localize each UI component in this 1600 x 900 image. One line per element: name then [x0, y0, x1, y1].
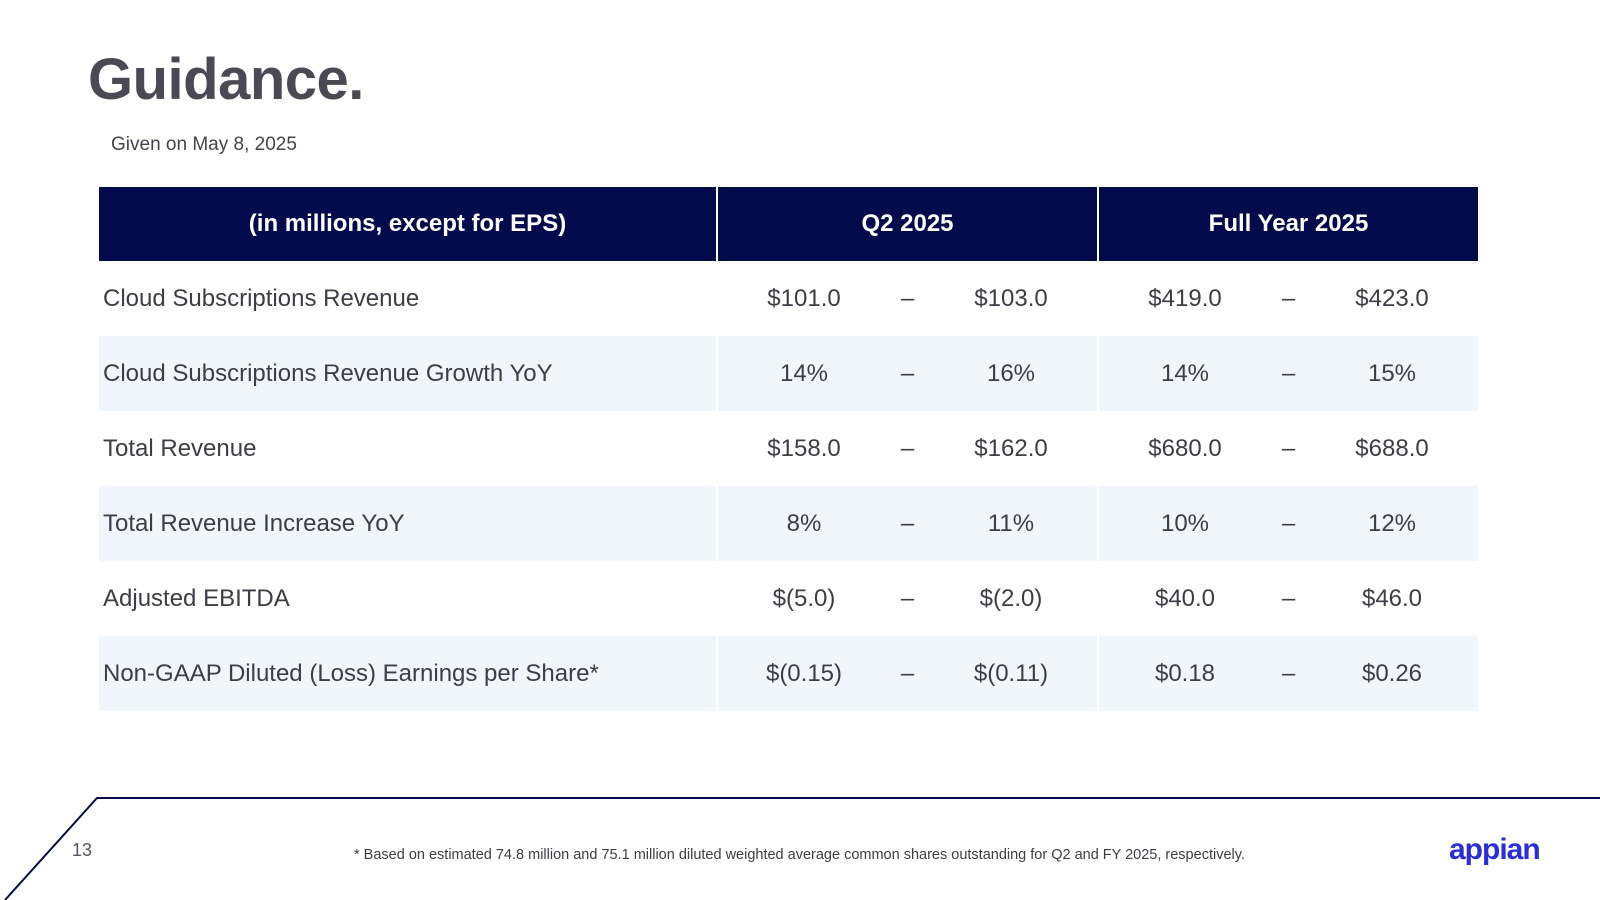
range-dash: –: [1281, 359, 1296, 387]
range-dash: –: [900, 584, 915, 612]
range-dash: –: [1281, 284, 1296, 312]
fy-range: $40.0 – $46.0: [1099, 561, 1478, 636]
fy-high: $46.0: [1361, 584, 1423, 612]
q2-range: 8% – 11%: [718, 486, 1099, 561]
fy-range: 10% – 12%: [1099, 486, 1478, 561]
range-dash: –: [900, 284, 915, 312]
range-dash: –: [1281, 434, 1296, 462]
appian-logo: appian: [1449, 833, 1541, 866]
row-label: Adjusted EBITDA: [99, 561, 718, 636]
q2-range: $158.0 – $162.0: [718, 411, 1099, 486]
q2-high: $(2.0): [979, 584, 1043, 612]
footnote: * Based on estimated 74.8 million and 75…: [354, 847, 1245, 863]
fy-range: $680.0 – $688.0: [1099, 411, 1478, 486]
q2-low: $101.0: [767, 284, 841, 312]
fy-range: 14% – 15%: [1099, 336, 1478, 411]
range-dash: –: [900, 659, 915, 687]
fy-low: $680.0: [1148, 434, 1222, 462]
header-q2-2025: Q2 2025: [718, 187, 1099, 261]
row-label: Total Revenue: [99, 411, 718, 486]
table-row: Total Revenue Increase YoY 8% – 11% 10% …: [99, 486, 1478, 561]
fy-high: 12%: [1367, 509, 1417, 537]
table-row: Cloud Subscriptions Revenue $101.0 – $10…: [99, 261, 1478, 336]
range-dash: –: [900, 434, 915, 462]
header-full-year-2025: Full Year 2025: [1208, 210, 1369, 237]
q2-range: 14% – 16%: [718, 336, 1099, 411]
range-dash: –: [1281, 584, 1296, 612]
fy-low: 14%: [1160, 359, 1210, 387]
fy-high: $0.26: [1361, 659, 1423, 687]
fy-high: 15%: [1367, 359, 1417, 387]
fy-range: $0.18 – $0.26: [1099, 636, 1478, 711]
table-row: Cloud Subscriptions Revenue Growth YoY 1…: [99, 336, 1478, 411]
fy-low: $419.0: [1148, 284, 1222, 312]
guidance-table: (in millions, except for EPS) Q2 2025 Fu…: [99, 187, 1478, 711]
q2-range: $101.0 – $103.0: [718, 261, 1099, 336]
table-row: Adjusted EBITDA $(5.0) – $(2.0) $40.0 – …: [99, 561, 1478, 636]
q2-low: $(5.0): [772, 584, 836, 612]
fy-range: $419.0 – $423.0: [1099, 261, 1478, 336]
fy-low: $40.0: [1154, 584, 1216, 612]
table-header-row: (in millions, except for EPS) Q2 2025 Fu…: [99, 187, 1478, 261]
row-label: Non-GAAP Diluted (Loss) Earnings per Sha…: [99, 636, 718, 711]
range-dash: –: [1281, 659, 1296, 687]
range-dash: –: [900, 359, 915, 387]
q2-low: $(0.15): [765, 659, 843, 687]
table-row: Total Revenue $158.0 – $162.0 $680.0 – $…: [99, 411, 1478, 486]
row-label: Cloud Subscriptions Revenue: [99, 261, 718, 336]
q2-high: $162.0: [974, 434, 1048, 462]
row-label: Total Revenue Increase YoY: [99, 486, 718, 561]
fy-high: $688.0: [1355, 434, 1429, 462]
q2-high: 11%: [987, 509, 1035, 537]
q2-high: $103.0: [974, 284, 1048, 312]
q2-low: 8%: [786, 509, 822, 537]
q2-high: 16%: [986, 359, 1036, 387]
page-subtitle: Given on May 8, 2025: [111, 134, 297, 155]
table-row: Non-GAAP Diluted (Loss) Earnings per Sha…: [99, 636, 1478, 711]
q2-range: $(0.15) – $(0.11): [718, 636, 1099, 711]
fy-low: $0.18: [1154, 659, 1216, 687]
page-number: 13: [72, 840, 93, 860]
page-title: Guidance.: [88, 47, 364, 112]
range-dash: –: [900, 509, 915, 537]
fy-high: $423.0: [1355, 284, 1429, 312]
range-dash: –: [1281, 509, 1296, 537]
q2-low: $158.0: [767, 434, 841, 462]
header-metric: (in millions, except for EPS): [99, 187, 718, 261]
q2-range: $(5.0) – $(2.0): [718, 561, 1099, 636]
row-label: Cloud Subscriptions Revenue Growth YoY: [99, 336, 718, 411]
footer-angled-line: [4, 797, 1600, 900]
q2-high: $(0.11): [973, 659, 1049, 687]
q2-low: 14%: [779, 359, 829, 387]
fy-low: 10%: [1160, 509, 1210, 537]
